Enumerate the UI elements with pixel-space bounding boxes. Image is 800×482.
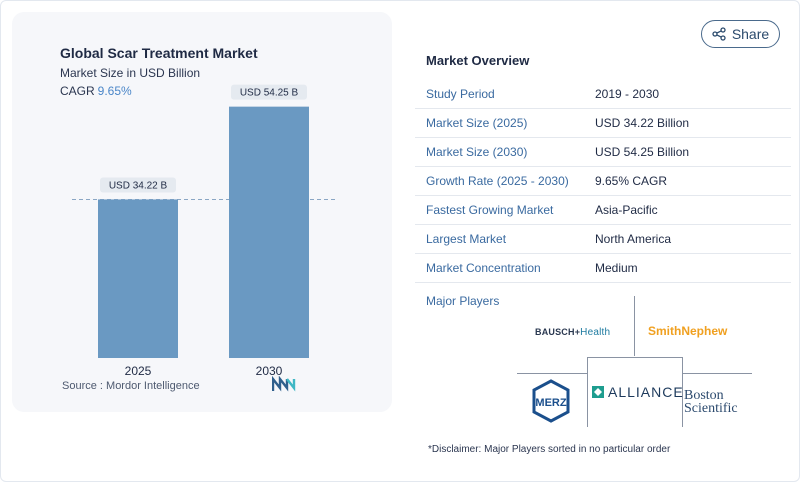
players-divider	[517, 373, 587, 374]
row-label: Growth Rate (2025 - 2030)	[426, 174, 569, 188]
players-divider	[682, 357, 683, 427]
cagr-value: 9.65%	[97, 84, 132, 98]
row-value: USD 34.22 Billion	[595, 116, 690, 130]
bar-chart: USD 34.22 B 2025 USD 54.25 B 2030	[72, 84, 338, 378]
chart-subtitle: Market Size in USD Billion	[60, 66, 201, 80]
merz-logo: MERZ	[532, 379, 570, 423]
row-label: Largest Market	[426, 232, 507, 246]
bausch-health-logo: BAUSCH+Health	[535, 327, 610, 338]
data-label-bg	[100, 177, 176, 193]
overview-row: Study Period 2019 - 2030	[415, 80, 791, 109]
bausch-logo-text: BAUSCH	[535, 327, 575, 337]
row-value: 2019 - 2030	[595, 87, 660, 101]
row-value: Medium	[595, 261, 638, 275]
players-divider	[682, 373, 752, 374]
overview-row: Market Size (2030) USD 54.25 Billion	[415, 138, 791, 167]
cagr-label: CAGR	[60, 84, 95, 98]
row-value: North America	[595, 232, 672, 246]
data-label-bg	[231, 84, 307, 100]
bar-2025	[98, 199, 178, 358]
row-value: 9.65% CAGR	[595, 174, 668, 188]
row-label: Market Size (2025)	[426, 116, 528, 130]
alliance-logo-text: ALLIANCE	[608, 384, 684, 400]
mordor-intelligence-logo-icon	[272, 376, 296, 392]
share-button[interactable]: Share	[701, 20, 780, 48]
alliance-logo: ALLIANCE	[592, 384, 684, 400]
share-icon	[712, 27, 726, 41]
smith-nephew-logo: SmithNephew	[648, 324, 728, 338]
row-value: USD 54.25 Billion	[595, 145, 690, 159]
alliance-mark-icon	[592, 386, 604, 398]
data-label: USD 54.25 B	[240, 88, 299, 99]
share-label: Share	[731, 26, 770, 42]
players-divider	[634, 296, 635, 356]
row-label: Market Concentration	[426, 261, 541, 275]
chart-source: Source : Mordor Intelligence	[62, 380, 200, 392]
players-title: Major Players	[426, 294, 500, 308]
row-label: Fastest Growing Market	[426, 203, 554, 217]
merz-logo-text: MERZ	[535, 397, 566, 409]
bausch-logo-suffix: Health	[580, 327, 611, 338]
row-label: Study Period	[426, 87, 495, 101]
overview-row: Market Concentration Medium	[415, 254, 791, 283]
disclaimer: *Disclaimer: Major Players sorted in no …	[428, 444, 671, 455]
overview-row: Largest Market North America	[415, 225, 791, 254]
overview-table: Study Period 2019 - 2030 Market Size (20…	[415, 80, 791, 283]
source-value: Mordor Intelligence	[106, 380, 200, 392]
bar-2030	[229, 106, 309, 359]
x-tick-label: 2025	[125, 364, 152, 378]
chart-cagr: CAGR 9.65%	[60, 84, 132, 98]
bausch-logo-sep: +	[574, 327, 581, 337]
data-label: USD 34.22 B	[109, 180, 168, 191]
players-divider	[587, 357, 683, 358]
overview-row: Market Size (2025) USD 34.22 Billion	[415, 109, 791, 138]
x-tick-label: 2030	[256, 364, 283, 378]
chart-title: Global Scar Treatment Market	[60, 45, 258, 61]
overview-row: Growth Rate (2025 - 2030) 9.65% CAGR	[415, 167, 791, 196]
overview-row: Fastest Growing Market Asia-Pacific	[415, 196, 791, 225]
boston-scientific-logo: Boston Scientific	[684, 388, 738, 416]
overview-title: Market Overview	[426, 53, 530, 68]
source-label: Source :	[62, 380, 103, 392]
players-divider	[587, 357, 588, 427]
row-value: Asia-Pacific	[595, 203, 658, 217]
row-label: Market Size (2030)	[426, 145, 528, 159]
boston-logo-line2: Scientific	[684, 401, 738, 416]
boston-logo-line1: Boston	[684, 388, 724, 403]
chart-card	[12, 12, 392, 412]
